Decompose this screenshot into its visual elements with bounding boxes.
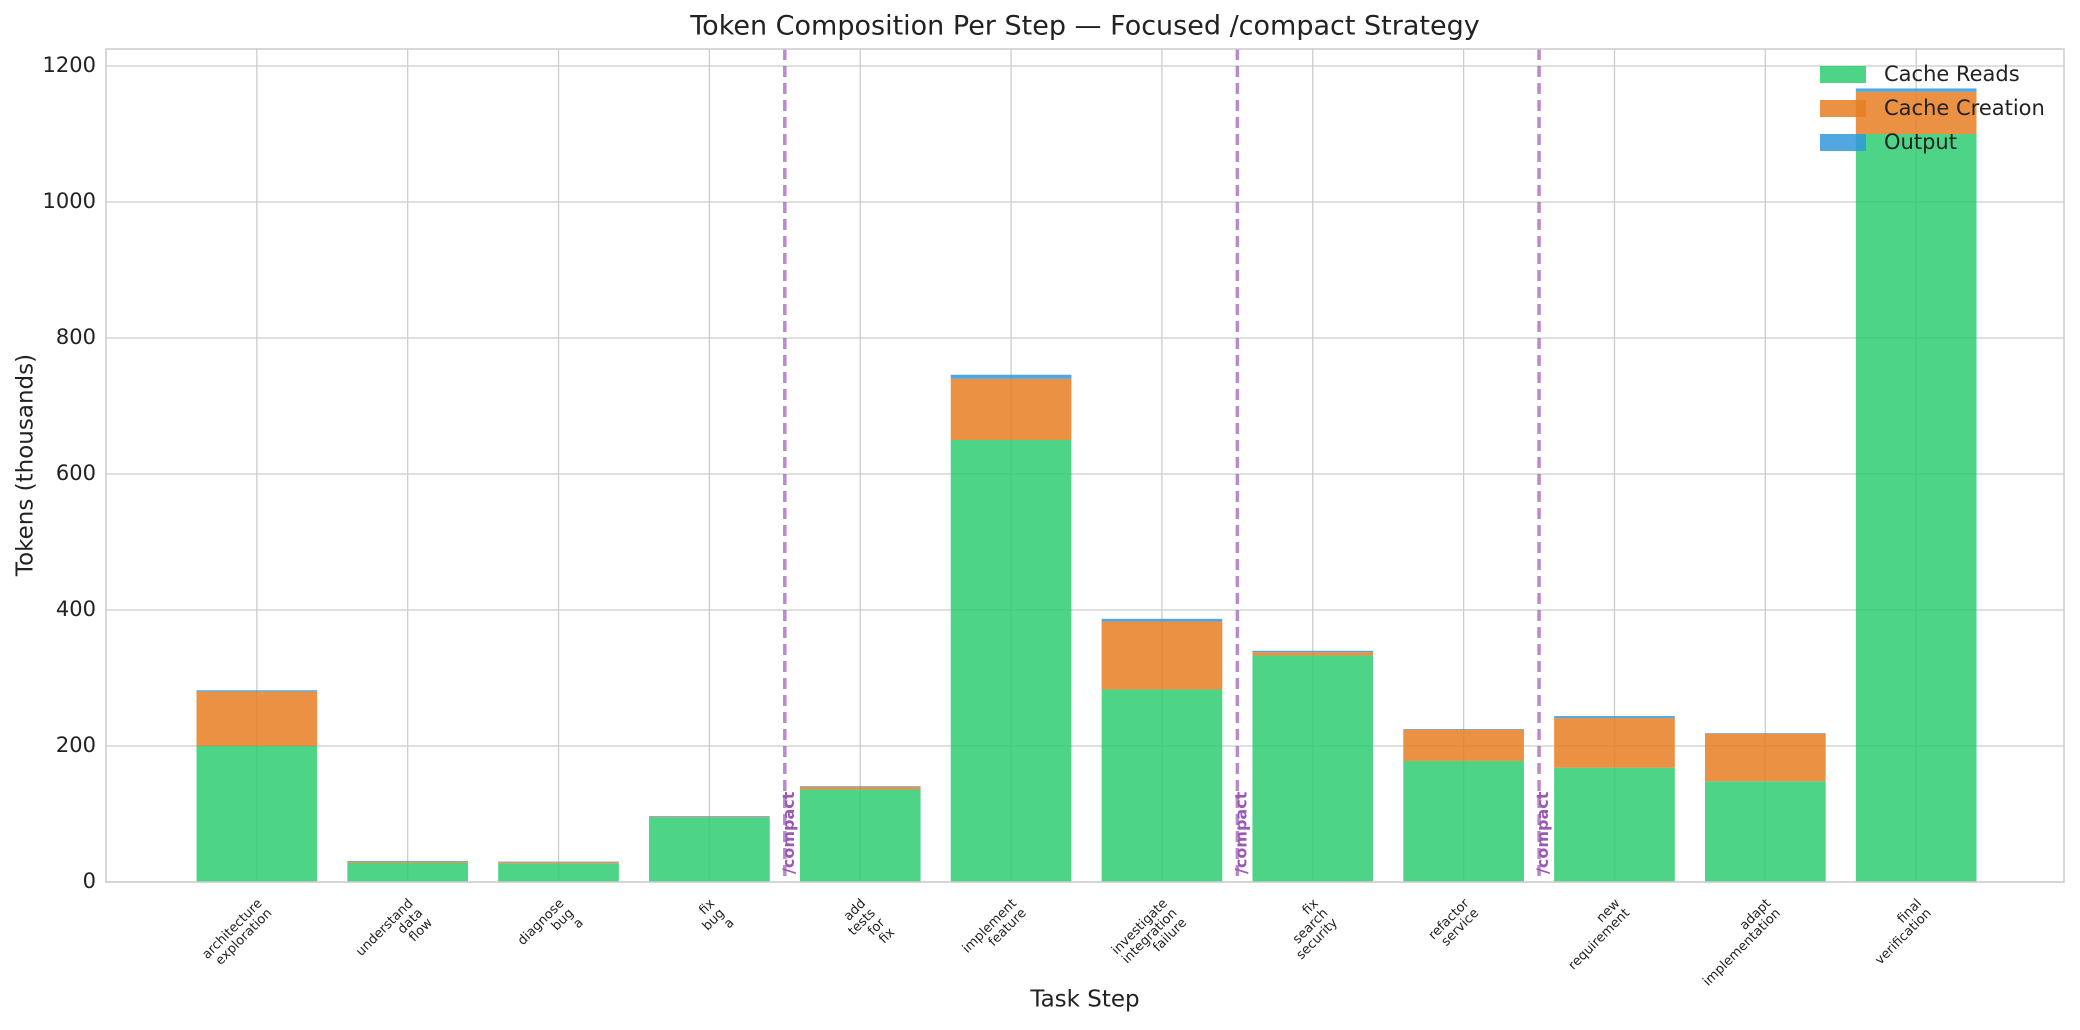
bar-segment bbox=[347, 862, 469, 882]
bar-segment bbox=[1101, 621, 1223, 690]
bar-segment bbox=[1403, 729, 1524, 730]
bar-segment bbox=[1704, 781, 1826, 882]
bar-segment bbox=[347, 860, 469, 862]
bar-segment bbox=[1554, 716, 1675, 719]
bar-segment bbox=[1855, 91, 1977, 134]
legend-swatch bbox=[1820, 66, 1866, 83]
bar-segment bbox=[1554, 718, 1675, 768]
bar-segment bbox=[1704, 733, 1826, 782]
bar-segment bbox=[1855, 134, 1977, 882]
legend-swatch bbox=[1820, 134, 1866, 151]
y-tick-label: 1200 bbox=[43, 53, 96, 77]
y-axis-label: Tokens (thousands) bbox=[13, 354, 39, 577]
compact-label: /compact bbox=[779, 791, 798, 874]
y-tick-label: 400 bbox=[56, 597, 96, 621]
plot-frame bbox=[105, 48, 2065, 883]
y-tick-label: 800 bbox=[56, 325, 96, 349]
bar-segment bbox=[799, 789, 921, 882]
bar-segment bbox=[649, 817, 770, 882]
y-tick-label: 200 bbox=[56, 733, 96, 757]
bar-segment bbox=[196, 746, 318, 882]
legend-swatch bbox=[1820, 100, 1866, 117]
legend-label: Output bbox=[1884, 130, 1957, 154]
bar-segment bbox=[347, 861, 469, 863]
bar-segment bbox=[1101, 689, 1223, 882]
y-tick-label: 600 bbox=[56, 461, 96, 485]
compact-label: /compact bbox=[1533, 791, 1552, 874]
legend-label: Cache Creation bbox=[1884, 96, 2045, 120]
legend-label: Cache Reads bbox=[1884, 62, 2020, 86]
bar-segment bbox=[196, 691, 318, 746]
bar-segment bbox=[950, 378, 1072, 440]
bar-segment bbox=[950, 374, 1072, 379]
bar-segment bbox=[498, 861, 619, 863]
y-tick-label: 0 bbox=[83, 869, 96, 893]
bar-segment bbox=[1252, 655, 1374, 882]
bar-segment bbox=[649, 816, 770, 818]
bar-segment bbox=[1403, 760, 1524, 882]
x-axis-label: Task Step bbox=[1029, 987, 1139, 1013]
bar-segment bbox=[649, 816, 770, 817]
bar-segment bbox=[498, 862, 619, 864]
bar-segment bbox=[1252, 652, 1374, 656]
bar-segment bbox=[799, 786, 921, 790]
bar-segment bbox=[196, 690, 318, 692]
bar-segment bbox=[1855, 88, 1977, 92]
bar-segment bbox=[799, 786, 921, 787]
bar-segment bbox=[1704, 733, 1826, 734]
bar-segment bbox=[950, 440, 1072, 882]
bar-segment bbox=[498, 863, 619, 882]
bar-segment bbox=[1101, 618, 1223, 622]
bar-segment bbox=[1403, 729, 1524, 761]
bar-segment bbox=[1252, 650, 1374, 653]
bar-segment bbox=[1554, 767, 1675, 882]
compact-label: /compact bbox=[1231, 791, 1250, 874]
y-tick-label: 1000 bbox=[43, 189, 96, 213]
chart-title: Token Composition Per Step — Focused /co… bbox=[689, 11, 1479, 42]
